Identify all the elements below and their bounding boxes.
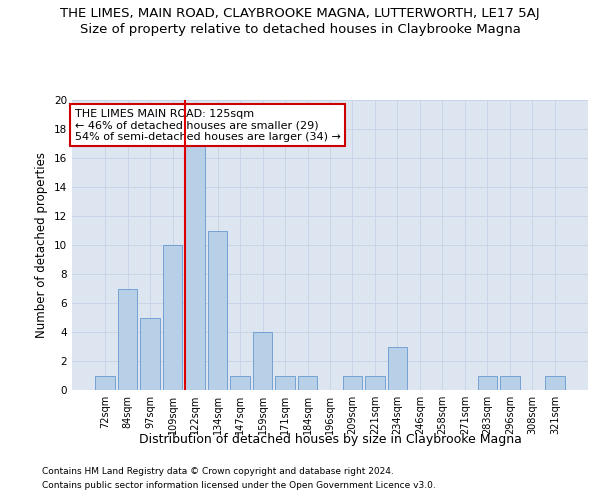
Bar bbox=[365, 376, 385, 390]
Bar bbox=[343, 376, 362, 390]
Bar bbox=[478, 376, 497, 390]
Text: THE LIMES, MAIN ROAD, CLAYBROOKE MAGNA, LUTTERWORTH, LE17 5AJ: THE LIMES, MAIN ROAD, CLAYBROOKE MAGNA, … bbox=[60, 8, 540, 20]
Bar bbox=[95, 376, 115, 390]
Bar bbox=[230, 376, 250, 390]
Text: Contains HM Land Registry data © Crown copyright and database right 2024.: Contains HM Land Registry data © Crown c… bbox=[42, 467, 394, 476]
Bar bbox=[500, 376, 520, 390]
Bar bbox=[208, 230, 227, 390]
Bar bbox=[185, 144, 205, 390]
Bar bbox=[253, 332, 272, 390]
Text: Size of property relative to detached houses in Claybrooke Magna: Size of property relative to detached ho… bbox=[80, 22, 520, 36]
Bar bbox=[298, 376, 317, 390]
Y-axis label: Number of detached properties: Number of detached properties bbox=[35, 152, 49, 338]
Bar bbox=[275, 376, 295, 390]
Text: Distribution of detached houses by size in Claybrooke Magna: Distribution of detached houses by size … bbox=[139, 432, 521, 446]
Text: THE LIMES MAIN ROAD: 125sqm
← 46% of detached houses are smaller (29)
54% of sem: THE LIMES MAIN ROAD: 125sqm ← 46% of det… bbox=[74, 108, 340, 142]
Bar bbox=[163, 245, 182, 390]
Bar bbox=[545, 376, 565, 390]
Bar bbox=[388, 346, 407, 390]
Bar bbox=[118, 288, 137, 390]
Bar bbox=[140, 318, 160, 390]
Text: Contains public sector information licensed under the Open Government Licence v3: Contains public sector information licen… bbox=[42, 481, 436, 490]
